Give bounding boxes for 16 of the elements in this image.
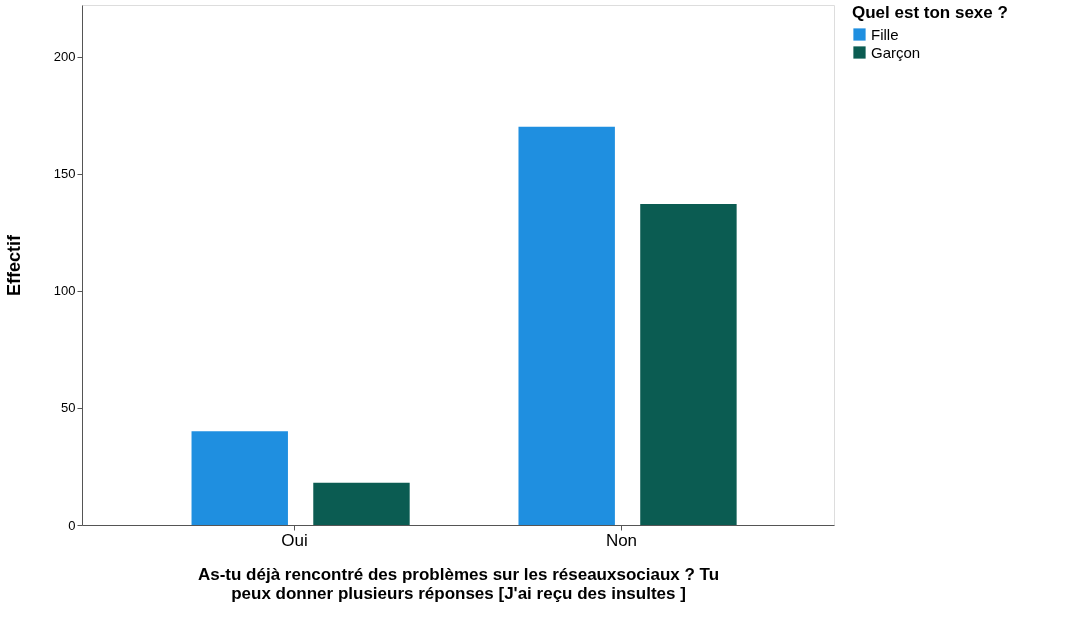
- x-tick-label: Oui: [281, 530, 308, 550]
- y-tick-label: 100: [53, 283, 76, 299]
- y-axis-title: Effectif: [3, 234, 24, 297]
- bar: [640, 204, 737, 525]
- bar: [313, 482, 410, 525]
- legend-title: Quel est ton sexe ?: [852, 3, 1008, 22]
- bar: [518, 126, 615, 525]
- y-tick-label: 150: [53, 166, 76, 182]
- y-tick-label: 0: [68, 517, 76, 533]
- x-tick-label: Non: [605, 530, 638, 550]
- x-axis-title: As-tu déjà rencontré des problèmes sur les réseauxsociaux ? Tu peux donner plusieurs réponses [J'ai reçu des insultes ]: [197, 564, 720, 603]
- legend-label: Garçon: [871, 43, 921, 61]
- legend-label: Fille: [871, 25, 899, 43]
- y-tick-label: 200: [53, 49, 76, 65]
- y-tick-label: 50: [61, 400, 76, 416]
- bar: [191, 431, 288, 525]
